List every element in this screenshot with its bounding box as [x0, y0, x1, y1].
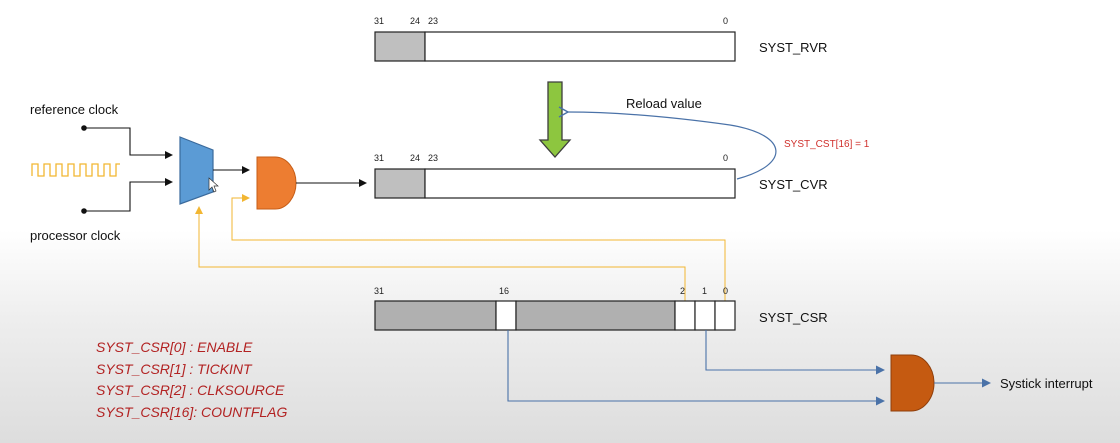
cvr-bit-0: 0: [723, 153, 728, 163]
reference-clock-wire: [84, 127, 173, 159]
countflag-reload-curve: [567, 112, 777, 180]
legend-item-tickint: SYST_CSR[1] : TICKINT: [96, 361, 253, 377]
processor-clock-label: processor clock: [30, 228, 121, 243]
csr-bit-31: 31: [374, 286, 384, 296]
csr-bit-2: 2: [680, 286, 685, 296]
cvr-current-field: [424, 168, 736, 199]
cvr-bit-24: 24: [410, 153, 420, 163]
cursor-arrow-icon: [208, 177, 219, 193]
countflag-bit-wire: [507, 330, 885, 406]
legend-item-countflag: SYST_CSR[16]: COUNTFLAG: [96, 404, 287, 420]
cvr-bit-23: 23: [428, 153, 438, 163]
csr-bit-1: 1: [702, 286, 707, 296]
cvr-name: SYST_CVR: [759, 177, 828, 192]
rvr-bit-23: 23: [428, 16, 438, 26]
legend-item-enable: SYST_CSR[0] : ENABLE: [96, 339, 253, 355]
csr-countflag-field: [495, 300, 517, 331]
csr-reserved-high-field: [374, 300, 497, 331]
cvr-reserved-field: [374, 168, 426, 199]
clock-enable-and-gate: [256, 156, 297, 210]
interrupt-and-gate: [890, 354, 935, 412]
csr-bit-16: 16: [499, 286, 509, 296]
register-syst-cvr: 31 24 23 0 SYST_CVR: [374, 153, 828, 199]
clksource-bit-wire: [195, 206, 686, 301]
csr-reserved-low-field: [515, 300, 676, 331]
enable-bit-wire: [231, 194, 726, 301]
register-syst-rvr: 31 24 23 0 SYST_RVR: [374, 16, 827, 62]
square-wave-icon: [31, 163, 120, 177]
bit-legend: SYST_CSR[0] : ENABLE SYST_CSR[1] : TICKI…: [96, 339, 287, 420]
clock-source-mux: [179, 136, 214, 205]
legend-item-clksource: SYST_CSR[2] : CLKSOURCE: [96, 382, 285, 398]
processor-clock-wire: [84, 178, 173, 212]
csr-bit-0: 0: [723, 286, 728, 296]
cvr-bit-31: 31: [374, 153, 384, 163]
csr-clksource-field: [674, 300, 696, 331]
rvr-reserved-field: [374, 31, 426, 62]
reload-arrow: [538, 81, 572, 158]
rvr-reload-field: [424, 31, 736, 62]
rvr-bit-24: 24: [410, 16, 420, 26]
reference-clock-label: reference clock: [30, 102, 119, 117]
tickint-bit-wire: [705, 330, 885, 375]
rvr-bit-31: 31: [374, 16, 384, 26]
systick-interrupt-label: Systick interrupt: [1000, 376, 1093, 391]
csr-name: SYST_CSR: [759, 310, 828, 325]
register-syst-csr: 31 16 2 1 0 SYST_CSR: [374, 286, 828, 331]
countflag-condition-label: SYST_CST[16] = 1: [784, 139, 870, 150]
rvr-name: SYST_RVR: [759, 40, 827, 55]
csr-enable-field: [714, 300, 736, 331]
rvr-bit-0: 0: [723, 16, 728, 26]
csr-tickint-field: [694, 300, 716, 331]
reload-value-label: Reload value: [626, 96, 702, 111]
